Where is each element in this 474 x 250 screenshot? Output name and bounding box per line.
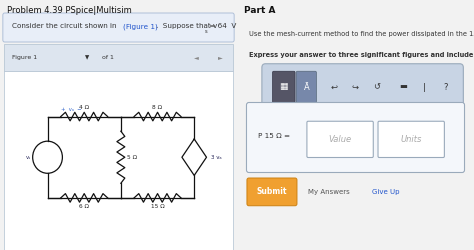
Text: 6 Ω: 6 Ω [79,204,89,210]
Text: Consider the circuit shown in: Consider the circuit shown in [12,23,118,29]
Text: My Answers: My Answers [308,189,350,195]
Text: P 15 Ω =: P 15 Ω = [258,133,291,139]
Text: (Figure 1): (Figure 1) [123,23,158,30]
Text: Value: Value [328,135,352,144]
FancyBboxPatch shape [273,71,295,102]
Text: Problem 4.39 PSpice|Multisim: Problem 4.39 PSpice|Multisim [7,6,132,15]
Text: s: s [205,29,208,34]
FancyBboxPatch shape [296,71,316,102]
Text: ▬: ▬ [399,82,407,92]
Text: ►: ► [218,55,223,60]
Text: 8 Ω: 8 Ω [153,105,163,110]
Text: .  Suppose that v: . Suppose that v [156,23,218,29]
Text: Give Up: Give Up [372,189,400,195]
Text: ◄: ◄ [194,55,199,60]
FancyBboxPatch shape [246,102,465,172]
Text: Ā: Ā [303,82,310,92]
FancyBboxPatch shape [247,178,297,206]
FancyBboxPatch shape [3,13,234,42]
Text: Submit: Submit [257,188,287,196]
FancyBboxPatch shape [4,70,233,250]
Text: Part A: Part A [244,6,275,15]
FancyBboxPatch shape [378,121,444,158]
Text: = 64  V: = 64 V [207,23,237,29]
Text: |: | [423,82,426,92]
Text: ?: ? [443,82,448,92]
Text: 4 Ω: 4 Ω [79,105,89,110]
Text: ▦: ▦ [280,82,288,92]
Text: 15 Ω: 15 Ω [151,204,164,210]
Text: ↩: ↩ [331,82,337,92]
Text: ▼: ▼ [85,55,90,60]
Text: ↺: ↺ [374,82,380,92]
FancyBboxPatch shape [4,44,233,71]
Text: ↪: ↪ [352,82,359,92]
Text: vₛ: vₛ [26,155,31,160]
Text: Express your answer to three significant figures and include the appropriate uni: Express your answer to three significant… [249,52,474,59]
Text: 5 Ω: 5 Ω [127,155,137,160]
Text: of 1: of 1 [102,55,114,60]
Text: Use the mesh-current method to find the power dissipated in the 15 Ω resistor in: Use the mesh-current method to find the … [249,31,474,37]
FancyBboxPatch shape [307,121,373,158]
Text: Units: Units [401,135,422,144]
Text: Figure 1: Figure 1 [12,55,37,60]
Text: 3 vₐ: 3 vₐ [211,155,222,160]
Text: +  vₐ  −: + vₐ − [61,106,82,112]
FancyBboxPatch shape [262,64,463,110]
